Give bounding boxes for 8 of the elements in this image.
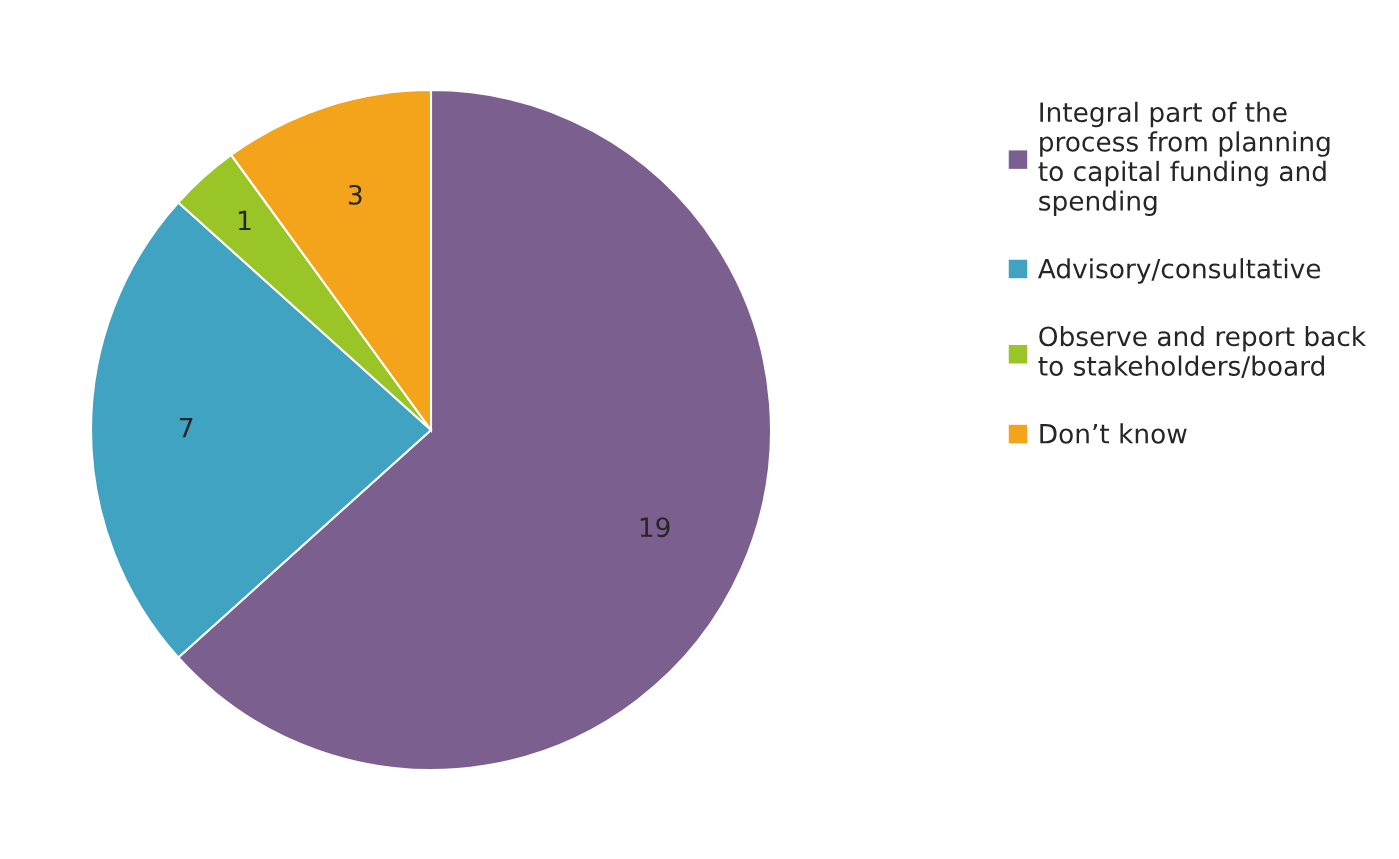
data-label: 19 [640,517,670,538]
data-label: 3 [348,184,362,205]
data-label: 7 [179,418,193,438]
data-label: 1 [238,210,251,231]
legend-label: Advisory/consultative [1037,258,1321,284]
legend-label: Integral part of the process from planning to capital funding and spending [1038,101,1330,216]
legend-label: Don’t know [1040,423,1187,444]
legend-label: Observe and report back to stakeholders/board [1038,325,1367,378]
